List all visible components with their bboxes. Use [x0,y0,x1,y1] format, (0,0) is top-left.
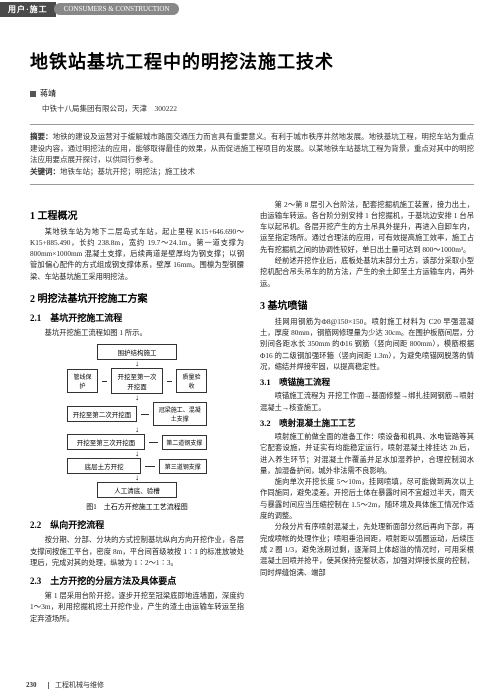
flowchart: 围护结构施工 ↓ 管线保护 开挖至第一次开挖面 质量验收 ↓ 开挖至第二次开挖面… [67,344,207,512]
section-21-body: 基坑开挖施工流程如图 1 所示。 [30,327,244,338]
fc-arrow: ↓ [67,474,207,482]
section-32-body2: 施向单次开挖长度 5～10m，挂网喷填，尽可能做到两次以上作同施同，避免凌差。开… [260,476,474,521]
section-21-title: 2.1 基坑开挖施工流程 [30,311,244,324]
author-line: 蒋靖 [30,88,474,99]
fc-box-3: 开挖至第二次开挖面 [67,406,137,422]
footer-divider [48,682,49,689]
page-number: 230 [26,681,37,689]
fc-arrow: ↓ [67,426,207,434]
section-32-body3: 分段分片有序喷射混凝土，先处理新面部分然后再向下部，再完成喷帐的处理作业；喷咀垂… [260,521,474,577]
section-22-title: 2.2 纵向开挖流程 [30,518,244,531]
left-column: 1 工程概况 某地铁车站为地下二层岛式车站，起止里程 K15+646.690～K… [30,199,244,625]
fc-arrow: ↓ [67,360,207,368]
columns: 1 工程概况 某地铁车站为地下二层岛式车站，起止里程 K15+646.690～K… [30,199,474,625]
keywords-body: 地铁车站；基坑开挖；明挖法；施工技术 [60,167,195,176]
section-3-title: 3 基坑喷锚 [260,297,474,312]
fc-arrow: ↓ [67,394,207,402]
abstract-label: 摘要： [30,132,53,141]
section-31-body: 喷锚施工流程为 开挖工作面→基面修整→绑扎挂网钢筋→喷射混凝土→核查施工。 [260,390,474,413]
right-p2: 经前述开挖作业后，底板处基坑末部分土方，该部分采取小型挖机配合吊头吊车的防方法，… [260,255,474,289]
section-2-title: 2 明挖法基坑开挖施工方案 [30,290,244,305]
footer-magazine: 工程机械与维修 [55,681,104,689]
fc-side-right2: 冠梁施工、混凝土支撑 [153,402,208,426]
section-3-body: 挂网用钢筋为Φ8@150×150。喷射施工材料为 C20 早强混凝土，厚度 80… [260,316,474,372]
fc-box-4: 开挖至第三次开挖面 [67,434,145,450]
right-p1: 第 2～第 8 层引入台阶法，配套挖掘机施工装置，接力出土，由运输车转运。各台阶… [260,199,474,255]
section-32-title: 3.2 喷射混凝土施工工艺 [260,417,474,429]
article-title: 地铁站基坑工程中的明挖法施工技术 [30,48,474,74]
fc-side-right3: 第二道钢支撑 [162,435,207,450]
header-pill: CONSUMERS & CONSTRUCTION [54,3,180,15]
section-22-body: 按分期、分部、分块的方式控制基坑纵向方向开挖作业，各层支撑间按施工平台，密度 8… [30,534,244,568]
fc-side-right1: 质量验收 [176,369,207,393]
abstract-text: 摘要：地铁的建设及运营对于缓解城市路面交通压力而言具有重要意义。有利于城市秩序井… [30,131,474,166]
fc-box-6: 人工清底、验槽 [97,482,177,498]
keywords-text: 关键词：地铁车站；基坑开挖；明挖法；施工技术 [30,166,474,178]
header-band: 用户·施工 CONSUMERS & CONSTRUCTION [0,0,504,18]
keywords-label: 关键词： [30,167,60,176]
author-marker [30,91,36,97]
fc-side-left: 管线保护 [67,369,98,393]
section-1-title: 1 工程概况 [30,207,244,222]
header-category: 用户·施工 [0,2,56,17]
page-footer: 230 工程机械与维修 [26,680,104,690]
section-1-body: 某地铁车站为地下二层岛式车站，起止里程 K15+646.690～K15+885.… [30,226,244,282]
figure-caption: 图1 土石方开挖施工工艺流程图 [67,502,207,512]
section-23-title: 2.3 土方开挖的分层方法及具体要点 [30,574,244,587]
fc-arrow: ↓ [67,450,207,458]
affiliation: 中铁十八局集团有限公司，天津 300222 [30,103,474,114]
fc-box-1: 围护结构施工 [97,344,177,360]
section-31-title: 3.1 喷锚施工流程 [260,376,474,388]
fc-box-2: 开挖至第一次开挖面 [111,368,163,394]
abstract-block: 摘要：地铁的建设及运营对于缓解城市路面交通压力而言具有重要意义。有利于城市秩序井… [30,124,474,185]
author-name: 蒋靖 [40,89,56,98]
abstract-body: 地铁的建设及运营对于缓解城市路面交通压力而言具有重要意义。有利于城市秩序井然地发… [30,132,474,164]
section-23-body: 第 1 层采用台阶开挖，逐步开挖至冠梁底即地连墙面，深度约 1～3m，利用挖掘机… [30,590,244,624]
fc-box-5: 底层土方开挖 [67,458,141,474]
fc-side-right4: 第三道钢支撑 [159,459,207,474]
right-column: 第 2～第 8 层引入台阶法，配套挖掘机施工装置，接力出土，由运输车转运。各台阶… [260,199,474,625]
section-32-body1: 喷射施工前做全面的准备工作：喷设备和机具、水电管路等其它配套设施，并证实有均能稳… [260,431,474,476]
